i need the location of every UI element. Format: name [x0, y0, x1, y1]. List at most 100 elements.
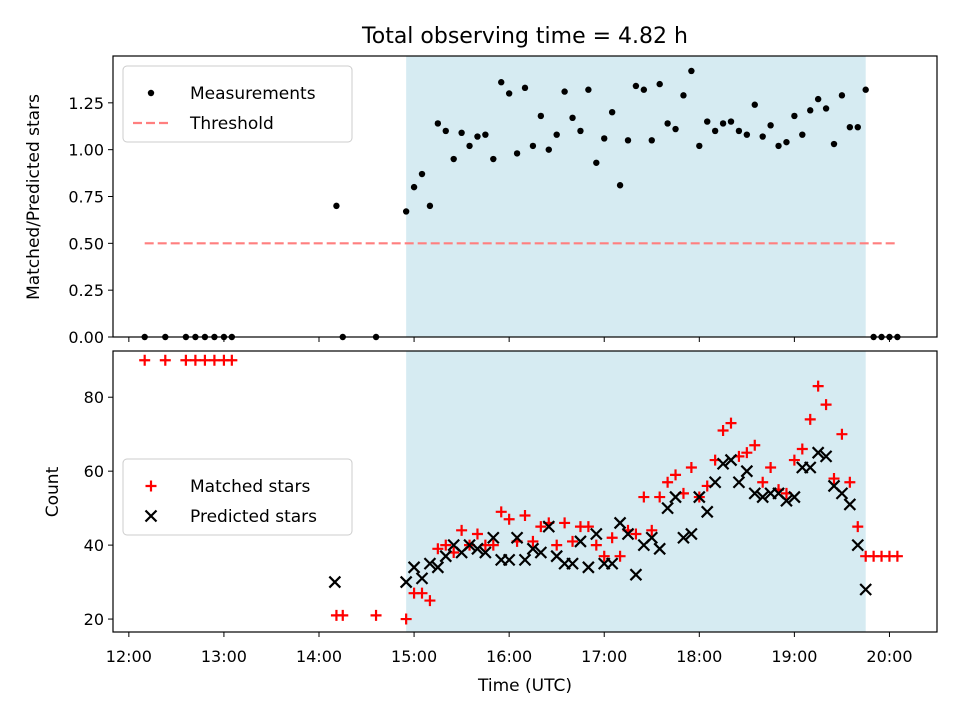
predicted-star-point [843, 498, 857, 511]
predicted-star-point [811, 446, 825, 459]
measurement-point [751, 101, 758, 108]
measurement-point [553, 131, 560, 138]
top-y-ticks: 0.00 0.25 0.50 0.75 1.00 1.25 [68, 94, 113, 347]
matched-star-point [590, 539, 602, 551]
top-y-axis-label: Matched/Predicted stars [24, 94, 44, 300]
predicted-star-point [819, 450, 833, 463]
predicted-star-point [645, 531, 659, 544]
measurement-point [490, 155, 497, 163]
top-axes-frame [112, 55, 938, 338]
predicted-star-point [835, 487, 849, 500]
top-x-ticks [128, 337, 890, 342]
x-tick-label: 18:00 [676, 647, 722, 666]
measurement-point [474, 133, 481, 140]
measurement-point [743, 131, 751, 138]
matched-star-point [638, 491, 650, 503]
predicted-star-point [407, 561, 421, 574]
matched-star-point [400, 613, 412, 625]
predicted-star-point [479, 546, 492, 559]
matched-star-point [741, 447, 753, 459]
matched-star-point [495, 506, 507, 518]
measurement-point [862, 86, 869, 93]
matched-star-point [226, 354, 238, 366]
matched-star-point [456, 524, 468, 536]
bottom-legend: Matched stars Predicted stars [122, 458, 353, 536]
matched-star-point [598, 550, 610, 562]
legend-entry-label: Threshold [189, 114, 274, 134]
matched-star-point [891, 550, 903, 562]
predicted-star-point [431, 561, 445, 574]
predicted-star-point [851, 538, 865, 552]
y-tick-label: 20 [84, 610, 104, 629]
legend-box [122, 65, 353, 143]
matched-star-point [614, 550, 626, 562]
y-tick-label: 60 [84, 462, 104, 481]
matched-star-point [471, 528, 483, 540]
matched-star-point [765, 461, 777, 473]
measurement-point [814, 95, 822, 103]
matched-star-point [852, 521, 864, 533]
predicted-star-point [439, 549, 453, 563]
measurement-point [466, 142, 473, 150]
matched-star-point [527, 535, 539, 547]
measurement-point [767, 122, 774, 129]
measurement-point [537, 112, 545, 120]
predicted-star-point [574, 535, 587, 548]
x-tick-label: 17:00 [581, 647, 627, 666]
predicted-star-point [677, 531, 690, 544]
measurement-point [680, 92, 687, 99]
predicted-star-point [590, 527, 603, 541]
measurement-point [640, 86, 648, 93]
measurement-point [656, 80, 663, 88]
predicted-star-point [693, 490, 706, 504]
bottom-x-ticks: 12:00 13:00 14:00 15:00 16:00 17:00 18:00 19:00… [106, 632, 913, 666]
bottom-axes-frame [112, 350, 938, 633]
predicted-star-point [471, 542, 484, 556]
predicted-star-point [685, 527, 698, 541]
predicted-star-point [502, 553, 516, 567]
predicted-star-point [780, 494, 793, 508]
predicted-star-point [415, 572, 429, 585]
predicted-star-point [487, 531, 500, 544]
predicted-star-point [621, 527, 635, 541]
measurement-point [783, 138, 790, 146]
measurement-point [442, 127, 449, 135]
matched-star-point [535, 521, 547, 533]
measurement-point [450, 155, 457, 163]
measurement-point [672, 125, 679, 133]
matched-star-point [440, 539, 452, 551]
predicted-star-point [700, 505, 714, 519]
measurement-point [585, 86, 592, 93]
bottom-observing-span [406, 351, 866, 632]
predicted-star-point [653, 542, 666, 556]
matched-star-point [749, 439, 761, 451]
chart-title: Total observing time = 4.82 h [361, 24, 688, 49]
top-legend: Measurements Threshold [122, 65, 353, 143]
matched-star-point [432, 543, 444, 555]
x-tick-label: 19:00 [771, 647, 817, 666]
matched-star-point [654, 491, 666, 503]
measurement-point [648, 137, 655, 144]
bottom-x-axis-label: Time (UTC) [477, 676, 572, 696]
measurement-point [830, 140, 838, 148]
y-tick-label: 40 [84, 536, 104, 555]
measurement-point [434, 120, 442, 127]
measurement-point [624, 137, 632, 144]
measurement-point [529, 142, 537, 150]
measurement-point [593, 159, 600, 166]
matched-star-point [630, 528, 642, 540]
legend-entry-label: Predicted stars [190, 507, 317, 527]
matched-star-point [646, 524, 658, 536]
predicted-star-point [748, 487, 762, 500]
measurement-point [838, 92, 846, 99]
x-tick-label: 15:00 [391, 647, 437, 666]
measurement-point [426, 202, 434, 210]
matched-star-point [717, 424, 729, 436]
predicted-star-point [328, 575, 342, 589]
measurement-point [791, 112, 798, 120]
matched-star-point [424, 595, 436, 607]
measurement-point [498, 79, 505, 86]
x-tick-label: 13:00 [201, 647, 247, 666]
measurement-point [822, 105, 830, 112]
measurement-point [577, 127, 584, 135]
